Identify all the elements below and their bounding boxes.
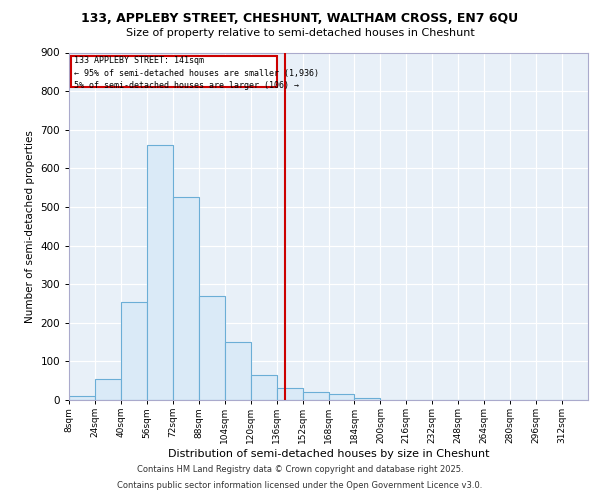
Bar xyxy=(302,392,329,400)
Text: Contains HM Land Registry data © Crown copyright and database right 2025.: Contains HM Land Registry data © Crown c… xyxy=(137,466,463,474)
Text: 133 APPLEBY STREET: 141sqm
← 95% of semi-detached houses are smaller (1,936)
5% : 133 APPLEBY STREET: 141sqm ← 95% of semi… xyxy=(74,56,319,90)
Bar xyxy=(69,396,95,400)
Bar xyxy=(251,375,277,400)
Bar xyxy=(355,398,380,400)
FancyBboxPatch shape xyxy=(71,56,277,87)
Bar xyxy=(277,388,302,400)
Bar xyxy=(95,379,121,400)
Text: Size of property relative to semi-detached houses in Cheshunt: Size of property relative to semi-detach… xyxy=(125,28,475,38)
Bar xyxy=(329,394,355,400)
Bar xyxy=(121,302,147,400)
Bar xyxy=(225,342,251,400)
Text: 133, APPLEBY STREET, CHESHUNT, WALTHAM CROSS, EN7 6QU: 133, APPLEBY STREET, CHESHUNT, WALTHAM C… xyxy=(82,12,518,26)
Bar xyxy=(199,296,225,400)
Y-axis label: Number of semi-detached properties: Number of semi-detached properties xyxy=(25,130,35,322)
Text: Contains public sector information licensed under the Open Government Licence v3: Contains public sector information licen… xyxy=(118,480,482,490)
Bar xyxy=(147,145,173,400)
X-axis label: Distribution of semi-detached houses by size in Cheshunt: Distribution of semi-detached houses by … xyxy=(168,449,489,459)
Bar xyxy=(173,198,199,400)
